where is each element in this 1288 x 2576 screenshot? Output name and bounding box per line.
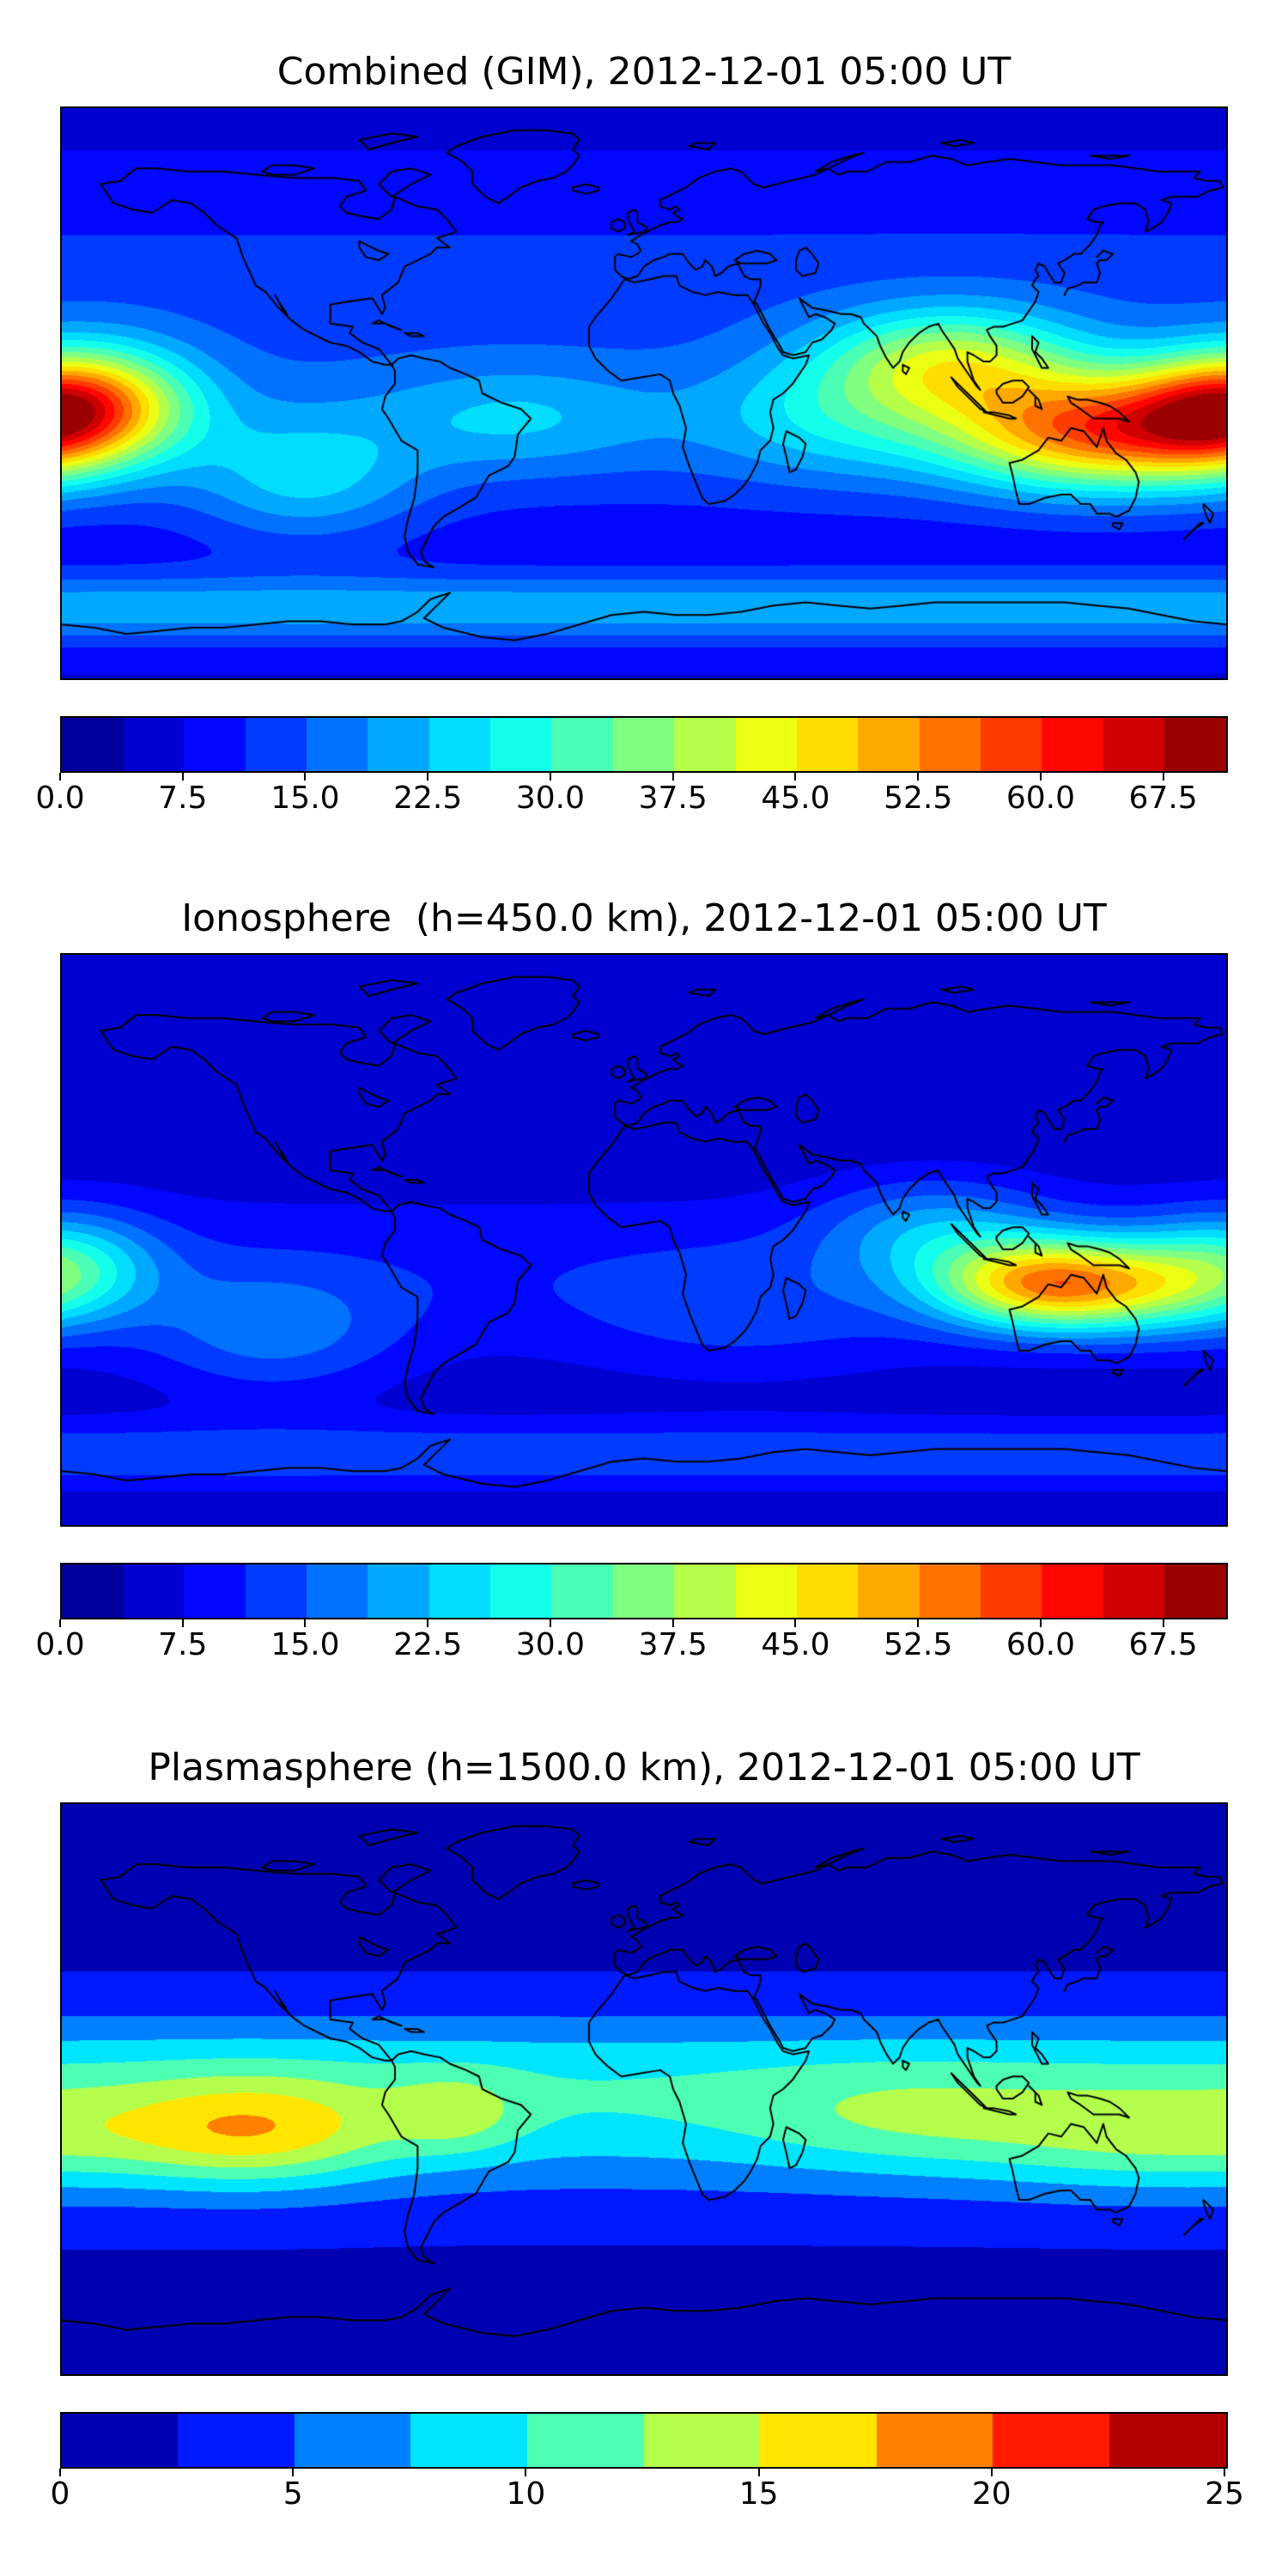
colorbar-tick-label: 15 — [738, 2476, 779, 2512]
colorbar-tick-mark — [1039, 1619, 1042, 1627]
panel-plasmasphere: Plasmasphere (h=1500.0 km), 2012-12-01 0… — [51, 1745, 1244, 2513]
panel-ionosphere: Ionosphere (h=450.0 km), 2012-12-01 05:0… — [35, 896, 1228, 1664]
colorbar-tick-label: 45.0 — [761, 1626, 830, 1662]
colorbar-canvas-plasmasphere — [60, 2411, 1228, 2469]
colorbar-tick-label: 25 — [1205, 2476, 1244, 2512]
colorbar-ticks-plasmasphere: 0 5 10 15 20 25 — [51, 2468, 1244, 2513]
panel-combined-gim: Combined (GIM), 2012-12-01 05:00 UT 0.0 7… — [35, 50, 1228, 817]
colorbar-ionosphere: 0.0 7.5 15.0 22.5 30.0 37.5 45.0 52.5 60.0 67.5 — [35, 1562, 1228, 1664]
colorbar-tick-label: 60.0 — [1005, 1626, 1075, 1662]
colorbar-tick-mark — [427, 1619, 429, 1627]
map-ionosphere — [60, 952, 1228, 1527]
colorbar-tick-mark — [1039, 772, 1042, 781]
colorbar-tick-mark — [59, 1619, 61, 1627]
colorbar-tick-label: 5 — [283, 2476, 303, 2512]
colorbar-tick-label: 22.5 — [393, 780, 463, 816]
colorbar-tick-label: 10 — [506, 2476, 546, 2512]
colorbar-plasmasphere: 0 5 10 15 20 25 — [51, 2411, 1244, 2513]
colorbar-tick-mark — [757, 2468, 760, 2476]
colorbar-tick-mark — [427, 772, 429, 781]
colorbar-tick-label: 37.5 — [638, 780, 708, 816]
map-canvas-combined — [60, 106, 1228, 680]
colorbar-tick-mark — [549, 772, 551, 781]
panel-title-plasmasphere: Plasmasphere (h=1500.0 km), 2012-12-01 0… — [148, 1745, 1140, 1789]
colorbar-tick-label: 7.5 — [158, 780, 208, 816]
colorbar-tick-mark — [917, 1619, 920, 1627]
colorbar-tick-label: 30.0 — [515, 780, 586, 816]
colorbar-tick-label: 22.5 — [393, 1626, 463, 1662]
colorbar-tick-mark — [671, 772, 674, 781]
colorbar-tick-label: 45.0 — [761, 780, 830, 816]
colorbar-tick-label: 52.5 — [884, 1626, 953, 1662]
map-plasmasphere — [60, 1801, 1228, 2376]
colorbar-tick-mark — [990, 2468, 993, 2476]
colorbar-tick-label: 67.5 — [1128, 780, 1198, 816]
colorbar-canvas-combined — [60, 715, 1228, 773]
colorbar-ticks-ionosphere: 0.0 7.5 15.0 22.5 30.0 37.5 45.0 52.5 60.0 67.5 — [35, 1619, 1224, 1664]
colorbar-combined: 0.0 7.5 15.0 22.5 30.0 37.5 45.0 52.5 60.0 67.5 — [35, 715, 1228, 817]
colorbar-tick-mark — [1224, 2468, 1225, 2476]
colorbar-tick-mark — [671, 1619, 674, 1627]
colorbar-tick-mark — [549, 1619, 551, 1627]
panel-title-combined: Combined (GIM), 2012-12-01 05:00 UT — [276, 50, 1012, 94]
colorbar-tick-label: 30.0 — [515, 1626, 586, 1662]
colorbar-tick-label: 0.0 — [35, 780, 85, 816]
colorbar-tick-label: 37.5 — [638, 1626, 708, 1662]
colorbar-tick-mark — [292, 2468, 295, 2476]
colorbar-tick-label: 52.5 — [884, 780, 953, 816]
colorbar-tick-label: 15.0 — [270, 1626, 340, 1662]
colorbar-tick-label: 0 — [50, 2476, 70, 2512]
colorbar-tick-mark — [59, 2468, 61, 2476]
colorbar-ticks-combined: 0.0 7.5 15.0 22.5 30.0 37.5 45.0 52.5 60.0 67.5 — [35, 772, 1224, 817]
colorbar-tick-mark — [1162, 1619, 1164, 1627]
colorbar-tick-mark — [181, 1619, 184, 1627]
map-combined — [60, 106, 1228, 680]
colorbar-tick-mark — [59, 772, 61, 781]
map-canvas-ionosphere — [60, 952, 1228, 1527]
colorbar-tick-mark — [917, 772, 920, 781]
colorbar-tick-label: 7.5 — [158, 1626, 208, 1662]
colorbar-canvas-ionosphere — [60, 1562, 1228, 1619]
colorbar-tick-mark — [525, 2468, 527, 2476]
colorbar-tick-mark — [304, 1619, 307, 1627]
colorbar-tick-label: 20 — [971, 2476, 1012, 2512]
colorbar-tick-label: 0.0 — [35, 1626, 85, 1662]
map-canvas-plasmasphere — [60, 1801, 1228, 2376]
colorbar-tick-mark — [1162, 772, 1164, 781]
colorbar-tick-label: 67.5 — [1128, 1626, 1198, 1662]
colorbar-tick-mark — [304, 772, 307, 781]
colorbar-tick-label: 60.0 — [1005, 780, 1075, 816]
panel-title-ionosphere: Ionosphere (h=450.0 km), 2012-12-01 05:0… — [181, 896, 1107, 940]
colorbar-tick-mark — [794, 1619, 797, 1627]
colorbar-tick-mark — [794, 772, 797, 781]
colorbar-tick-label: 15.0 — [270, 780, 340, 816]
colorbar-tick-mark — [181, 772, 184, 781]
